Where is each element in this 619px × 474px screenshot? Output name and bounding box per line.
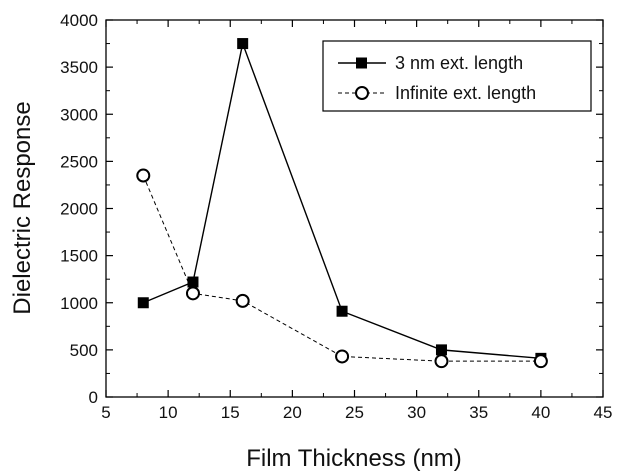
x-tick-label: 20: [283, 403, 302, 422]
series-line-1: [143, 41, 541, 360]
legend-box: [322, 40, 592, 112]
plot-frame: [105, 19, 604, 398]
y-tick-label: 3500: [60, 58, 98, 77]
y-axis-title: Dielectric Response: [9, 101, 36, 314]
y-tick-label: 1500: [60, 247, 98, 266]
data-point-square: [336, 305, 348, 317]
x-axis-title: Film Thickness (nm): [246, 445, 462, 472]
x-tick-label: 35: [469, 403, 488, 422]
legend-label-infinite: Infinite ext. length: [395, 83, 536, 103]
data-point-square: [435, 344, 447, 356]
y-tick-label: 500: [70, 341, 98, 360]
data-point-square: [237, 38, 249, 50]
x-tick-labels: 5 10 15 20 25 30 35 40 45: [101, 403, 612, 422]
minor-ticks: [106, 20, 603, 397]
series-lines: [142, 41, 541, 362]
y-tick-label: 2000: [60, 200, 98, 219]
data-point-square: [137, 297, 149, 309]
data-point-circle: [185, 286, 200, 301]
x-tick-label: 45: [594, 403, 613, 422]
data-point-circle: [235, 293, 250, 308]
data-point-circle: [136, 168, 151, 183]
y-tick-labels: 0 500 1000 1500 2000 2500 3000 3500 4000: [60, 11, 98, 407]
y-tick-label: 3000: [60, 105, 98, 124]
x-tick-label: 30: [407, 403, 426, 422]
series-line-2: [142, 175, 541, 362]
legend-marker-square: [356, 57, 367, 69]
x-tick-label: 25: [345, 403, 364, 422]
legend-label-3nm: 3 nm ext. length: [395, 53, 523, 73]
y-tick-label: 2500: [60, 152, 98, 171]
data-point-square: [187, 276, 199, 288]
x-tick-label: 5: [101, 403, 110, 422]
x-tick-label: 10: [159, 403, 178, 422]
data-point-circle: [533, 354, 548, 369]
y-tick-label: 0: [89, 388, 98, 407]
x-tick-label: 15: [221, 403, 240, 422]
legend-marker-circle: [355, 86, 369, 100]
data-point-circle: [434, 354, 449, 369]
data-point-circle: [335, 349, 350, 364]
legend: 3 nm ext. length Infinite ext. length: [322, 40, 592, 112]
x-tick-label: 40: [531, 403, 550, 422]
y-tick-label: 1000: [60, 294, 98, 313]
series-markers: [136, 38, 548, 369]
y-tick-label: 4000: [60, 11, 98, 30]
